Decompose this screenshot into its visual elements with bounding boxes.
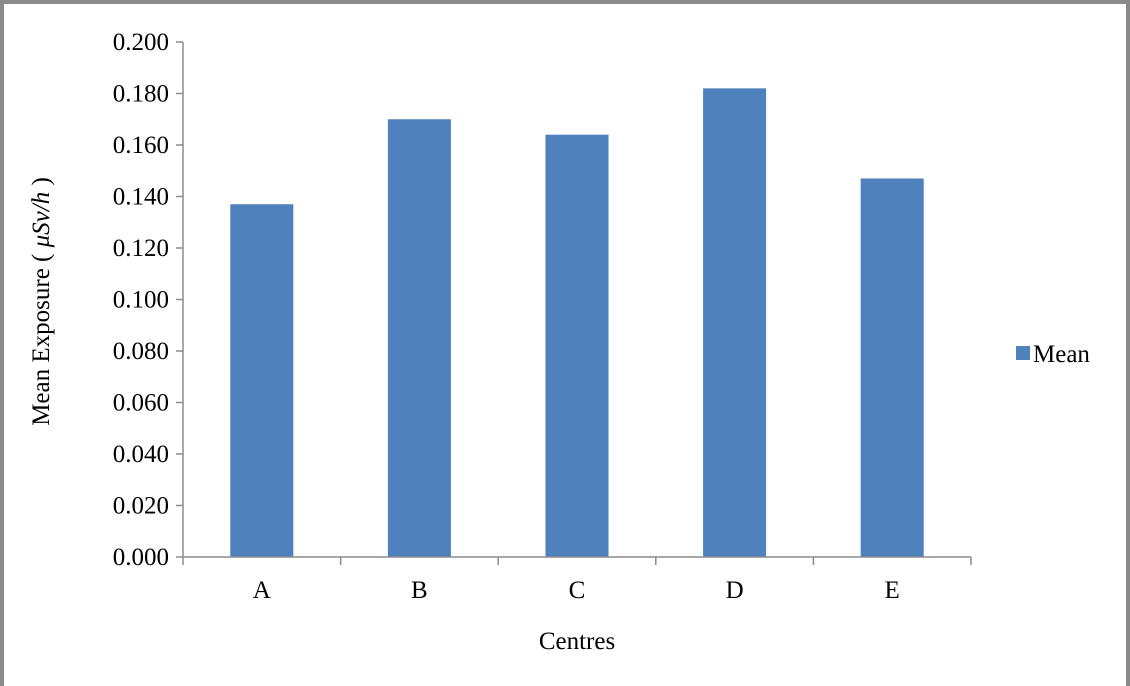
y-axis-title-text: Mean Exposure bbox=[28, 268, 55, 426]
bar-chart: 0.000 0.020 0.040 0.060 0.080 0.100 0.120 0.140… bbox=[28, 29, 1090, 655]
x-axis-title: Centres bbox=[539, 628, 615, 655]
bar-c bbox=[545, 134, 609, 557]
y-axis-title-unit: μSv/h bbox=[28, 192, 55, 249]
y-tick-label: 0.160 bbox=[113, 132, 169, 159]
y-axis-ticks: 0.000 0.020 0.040 0.060 0.080 0.100 0.120 0.140… bbox=[113, 29, 183, 571]
y-tick-label: 0.100 bbox=[113, 287, 169, 314]
x-tick-label: E bbox=[885, 577, 900, 604]
bar-b bbox=[387, 119, 451, 557]
y-tick-label: 0.060 bbox=[113, 390, 169, 417]
y-tick-label: 0.040 bbox=[113, 441, 169, 468]
bar-d bbox=[703, 88, 767, 557]
bar-e bbox=[860, 178, 924, 557]
y-axis-title: Mean Exposure ( μSv/h ) bbox=[28, 177, 55, 426]
bar-a bbox=[230, 204, 294, 557]
x-tick-label: A bbox=[253, 577, 271, 604]
x-axis-ticks: A B C D E bbox=[182, 557, 972, 604]
x-tick-label: B bbox=[411, 577, 428, 604]
y-tick-label: 0.140 bbox=[113, 184, 169, 211]
bars-layer bbox=[230, 88, 924, 557]
legend-label-mean: Mean bbox=[1033, 341, 1090, 368]
y-axis-title-unit-close: ) bbox=[28, 177, 55, 185]
y-tick-label: 0.000 bbox=[113, 544, 169, 571]
y-tick-label: 0.200 bbox=[113, 29, 169, 56]
legend: Mean bbox=[1016, 341, 1090, 368]
y-tick-label: 0.080 bbox=[113, 338, 169, 365]
y-axis-title-unit-open: ( bbox=[28, 254, 55, 262]
y-tick-label: 0.020 bbox=[113, 493, 169, 520]
legend-swatch-mean bbox=[1016, 346, 1030, 360]
y-tick-label: 0.180 bbox=[113, 81, 169, 108]
y-tick-label: 0.120 bbox=[113, 235, 169, 262]
x-tick-label: D bbox=[726, 577, 744, 604]
x-tick-label: C bbox=[569, 577, 586, 604]
